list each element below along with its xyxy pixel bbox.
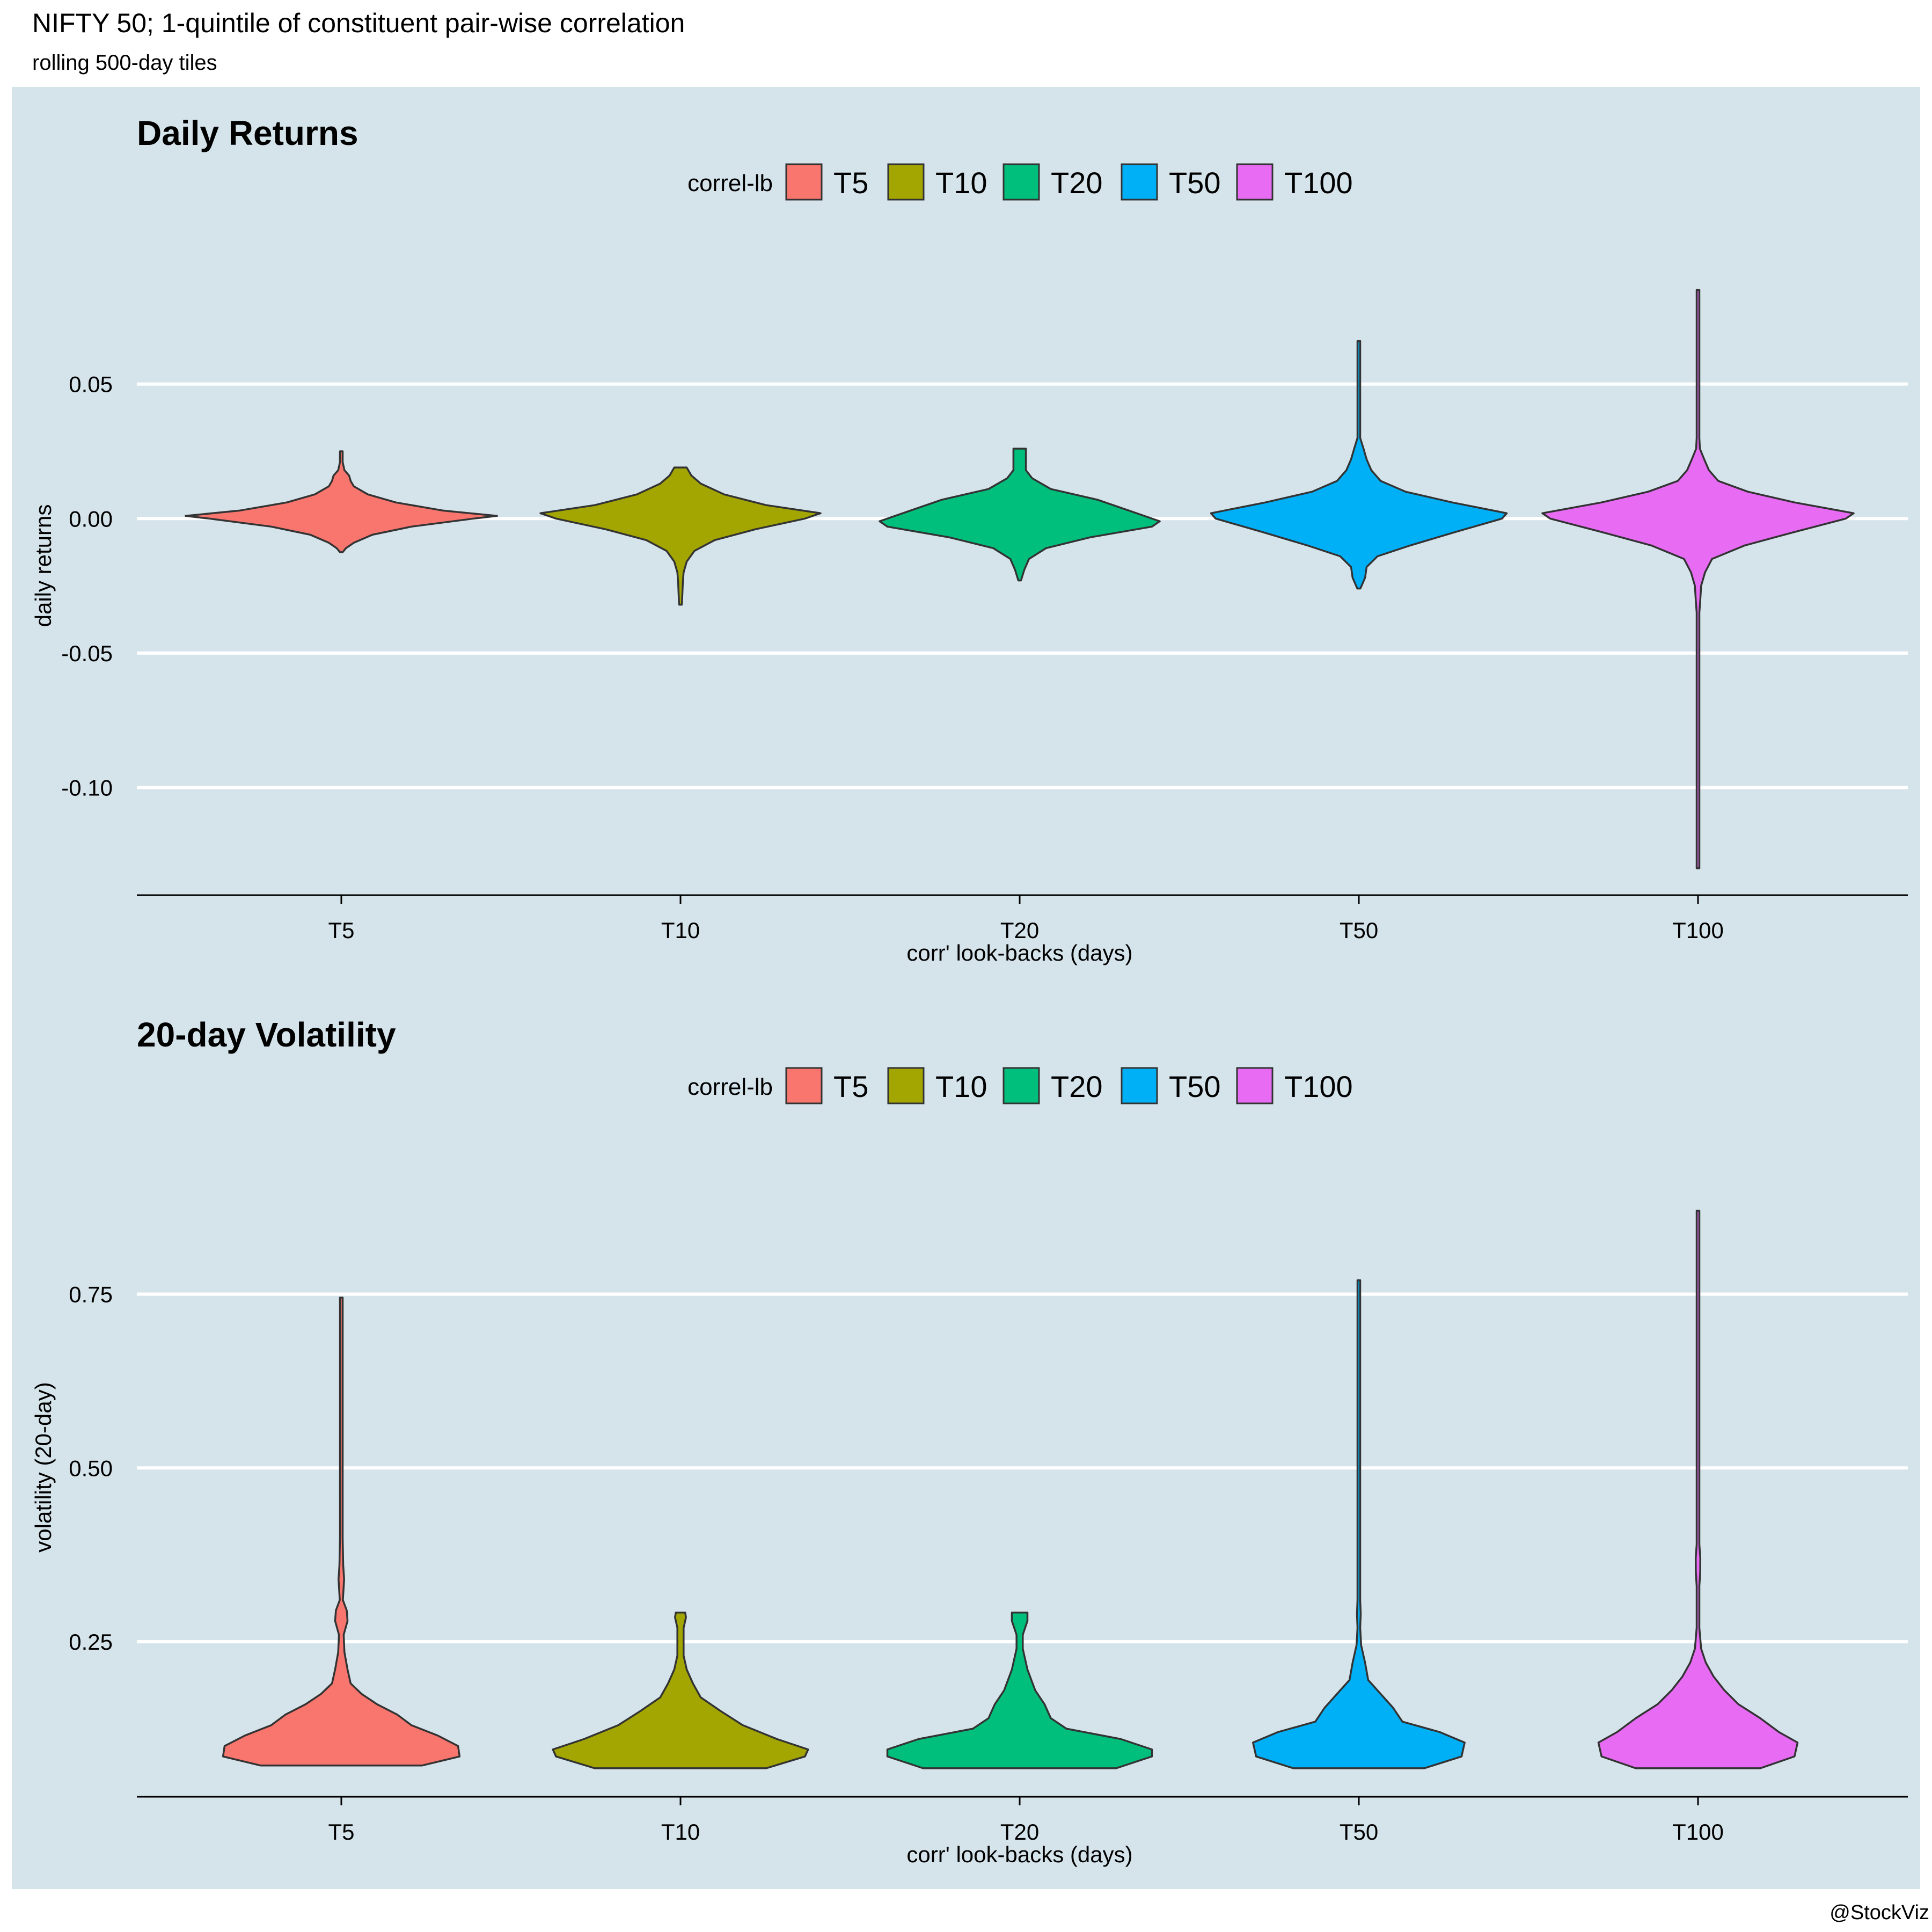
legend-label-t100: T100: [1284, 1070, 1353, 1103]
legend: correl-lb T5 T10 T20 T50 T100: [687, 163, 1353, 201]
legend-label-t5: T5: [833, 1070, 868, 1103]
legend-key-t50: [1121, 163, 1158, 201]
legend-key-t50: [1121, 1067, 1158, 1104]
violin-t50: [1252, 1279, 1466, 1769]
panel-title: Daily Returns: [137, 114, 358, 152]
legend-key-t100: [1236, 163, 1274, 201]
y-tick-label: 0.00: [69, 506, 113, 531]
legend-label-t50: T50: [1169, 1070, 1221, 1103]
x-tick-label: T50: [1340, 918, 1378, 943]
x-tick-label: T100: [1672, 918, 1724, 943]
legend-label-t20: T20: [1051, 166, 1103, 200]
legend-title: correl-lb: [687, 1074, 773, 1100]
y-tick-label: 0.50: [69, 1455, 113, 1481]
y-axis-label: daily returns: [31, 504, 56, 627]
legend: correl-lb T5 T10 T20 T50 T100: [687, 1067, 1353, 1104]
violin-t5: [185, 450, 498, 553]
legend-label-t10: T10: [935, 1070, 987, 1103]
violin-t20: [879, 448, 1161, 582]
violin-t100: [1597, 1210, 1799, 1769]
x-axis-label: corr' look-backs (days): [906, 1842, 1132, 1867]
legend-label-t20: T20: [1051, 1070, 1103, 1103]
legend-label-t10: T10: [935, 166, 987, 200]
plot-area-background: [12, 87, 1920, 1889]
panel-volatility: 20-day Volatility correl-lb T5 T10 T20 T50 T10…: [31, 1015, 1908, 1867]
legend-key-t10: [887, 163, 925, 201]
y-tick-label: -0.05: [61, 641, 113, 666]
violin-t10: [552, 1611, 809, 1769]
y-tick-label: 0.25: [69, 1629, 113, 1655]
panel-title: 20-day Volatility: [137, 1015, 396, 1054]
violin-t10: [539, 466, 822, 606]
x-axis-label: corr' look-backs (days): [906, 940, 1132, 965]
x-tick-label: T100: [1672, 1819, 1724, 1845]
violin-t5: [222, 1297, 461, 1767]
legend-key-t100: [1236, 1067, 1274, 1104]
violin-t100: [1541, 289, 1855, 869]
figure-subtitle: rolling 500-day tiles: [32, 51, 217, 75]
x-tick-label: T50: [1340, 1819, 1378, 1845]
legend-key-t5: [785, 1067, 823, 1104]
x-tick-label: T5: [328, 1819, 354, 1845]
panel-daily-returns: Daily Returns correl-lb T5 T10 T20 T50 T100 -0.…: [31, 114, 1908, 965]
legend-label-t50: T50: [1169, 166, 1221, 200]
legend-label-t5: T5: [833, 166, 868, 200]
legend-key-t20: [1002, 1067, 1040, 1104]
x-tick-label: T5: [328, 918, 354, 943]
x-tick-label: T20: [1000, 918, 1039, 943]
figure-title: NIFTY 50; 1-quintile of constituent pair…: [32, 8, 685, 38]
violin-t20: [886, 1611, 1153, 1769]
y-axis-label: volatility (20-day): [31, 1382, 56, 1552]
y-tick-label: 0.05: [69, 372, 113, 397]
legend-label-t100: T100: [1284, 166, 1353, 200]
legend-key-t5: [785, 163, 823, 201]
x-tick-label: T10: [661, 918, 700, 943]
x-tick-label: T20: [1000, 1819, 1039, 1845]
legend-title: correl-lb: [687, 170, 773, 196]
legend-key-t10: [887, 1067, 925, 1104]
y-tick-label: 0.75: [69, 1282, 113, 1307]
x-tick-label: T10: [661, 1819, 700, 1845]
legend-key-t20: [1002, 163, 1040, 201]
y-tick-label: -0.10: [61, 775, 113, 801]
credit-text: @StockViz: [1829, 1901, 1929, 1924]
violin-t50: [1210, 340, 1508, 590]
